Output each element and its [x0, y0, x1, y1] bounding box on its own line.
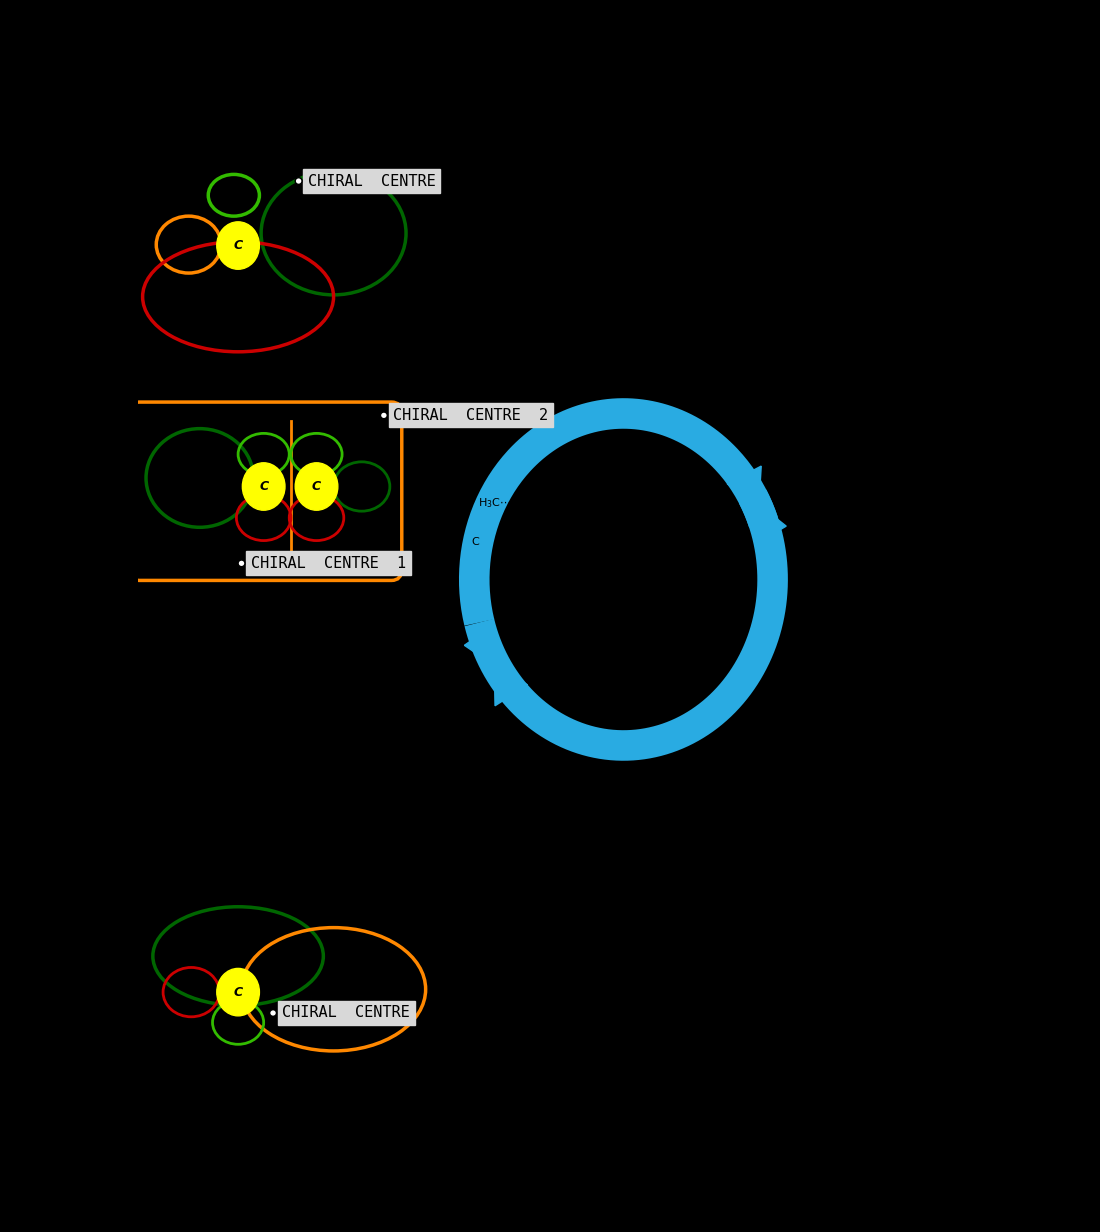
Ellipse shape [238, 561, 245, 567]
Text: H$_3$C$\cdots$: H$_3$C$\cdots$ [478, 496, 512, 510]
Ellipse shape [217, 968, 260, 1016]
Text: C: C [260, 480, 268, 493]
Text: CHIRAL  CENTRE  2: CHIRAL CENTRE 2 [394, 408, 549, 423]
Ellipse shape [295, 463, 338, 510]
Text: Cl—: Cl— [619, 536, 641, 547]
Text: CHIRAL  CENTRE: CHIRAL CENTRE [283, 1005, 410, 1020]
Ellipse shape [217, 222, 260, 270]
Ellipse shape [242, 463, 285, 510]
Ellipse shape [270, 1010, 276, 1016]
Polygon shape [755, 501, 786, 545]
Polygon shape [464, 625, 497, 668]
Text: C: C [472, 536, 480, 547]
Text: CHIRAL  CENTRE  1: CHIRAL CENTRE 1 [251, 556, 406, 570]
Text: H: H [666, 517, 674, 527]
Text: C: C [312, 480, 321, 493]
Ellipse shape [295, 177, 302, 185]
Text: C—C: C—C [534, 499, 561, 509]
Polygon shape [494, 663, 528, 706]
Text: C: C [233, 986, 243, 999]
Text: C: C [233, 239, 243, 253]
Polygon shape [727, 466, 761, 509]
Text: CHIRAL  CENTRE: CHIRAL CENTRE [308, 174, 436, 188]
Ellipse shape [381, 411, 387, 419]
